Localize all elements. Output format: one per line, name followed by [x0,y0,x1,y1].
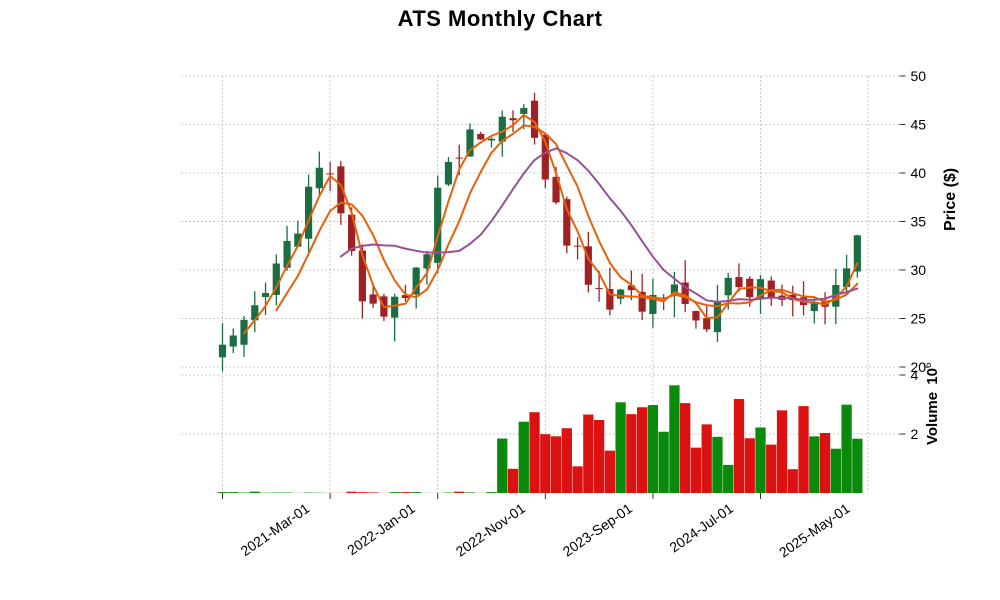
svg-text:4: 4 [911,367,919,383]
svg-text:45: 45 [911,117,927,133]
svg-text:35: 35 [911,214,927,230]
svg-text:40: 40 [911,165,927,181]
svg-text:30: 30 [911,262,927,278]
svg-text:50: 50 [911,68,927,84]
svg-text:2: 2 [911,426,919,442]
svg-text:25: 25 [911,311,927,327]
